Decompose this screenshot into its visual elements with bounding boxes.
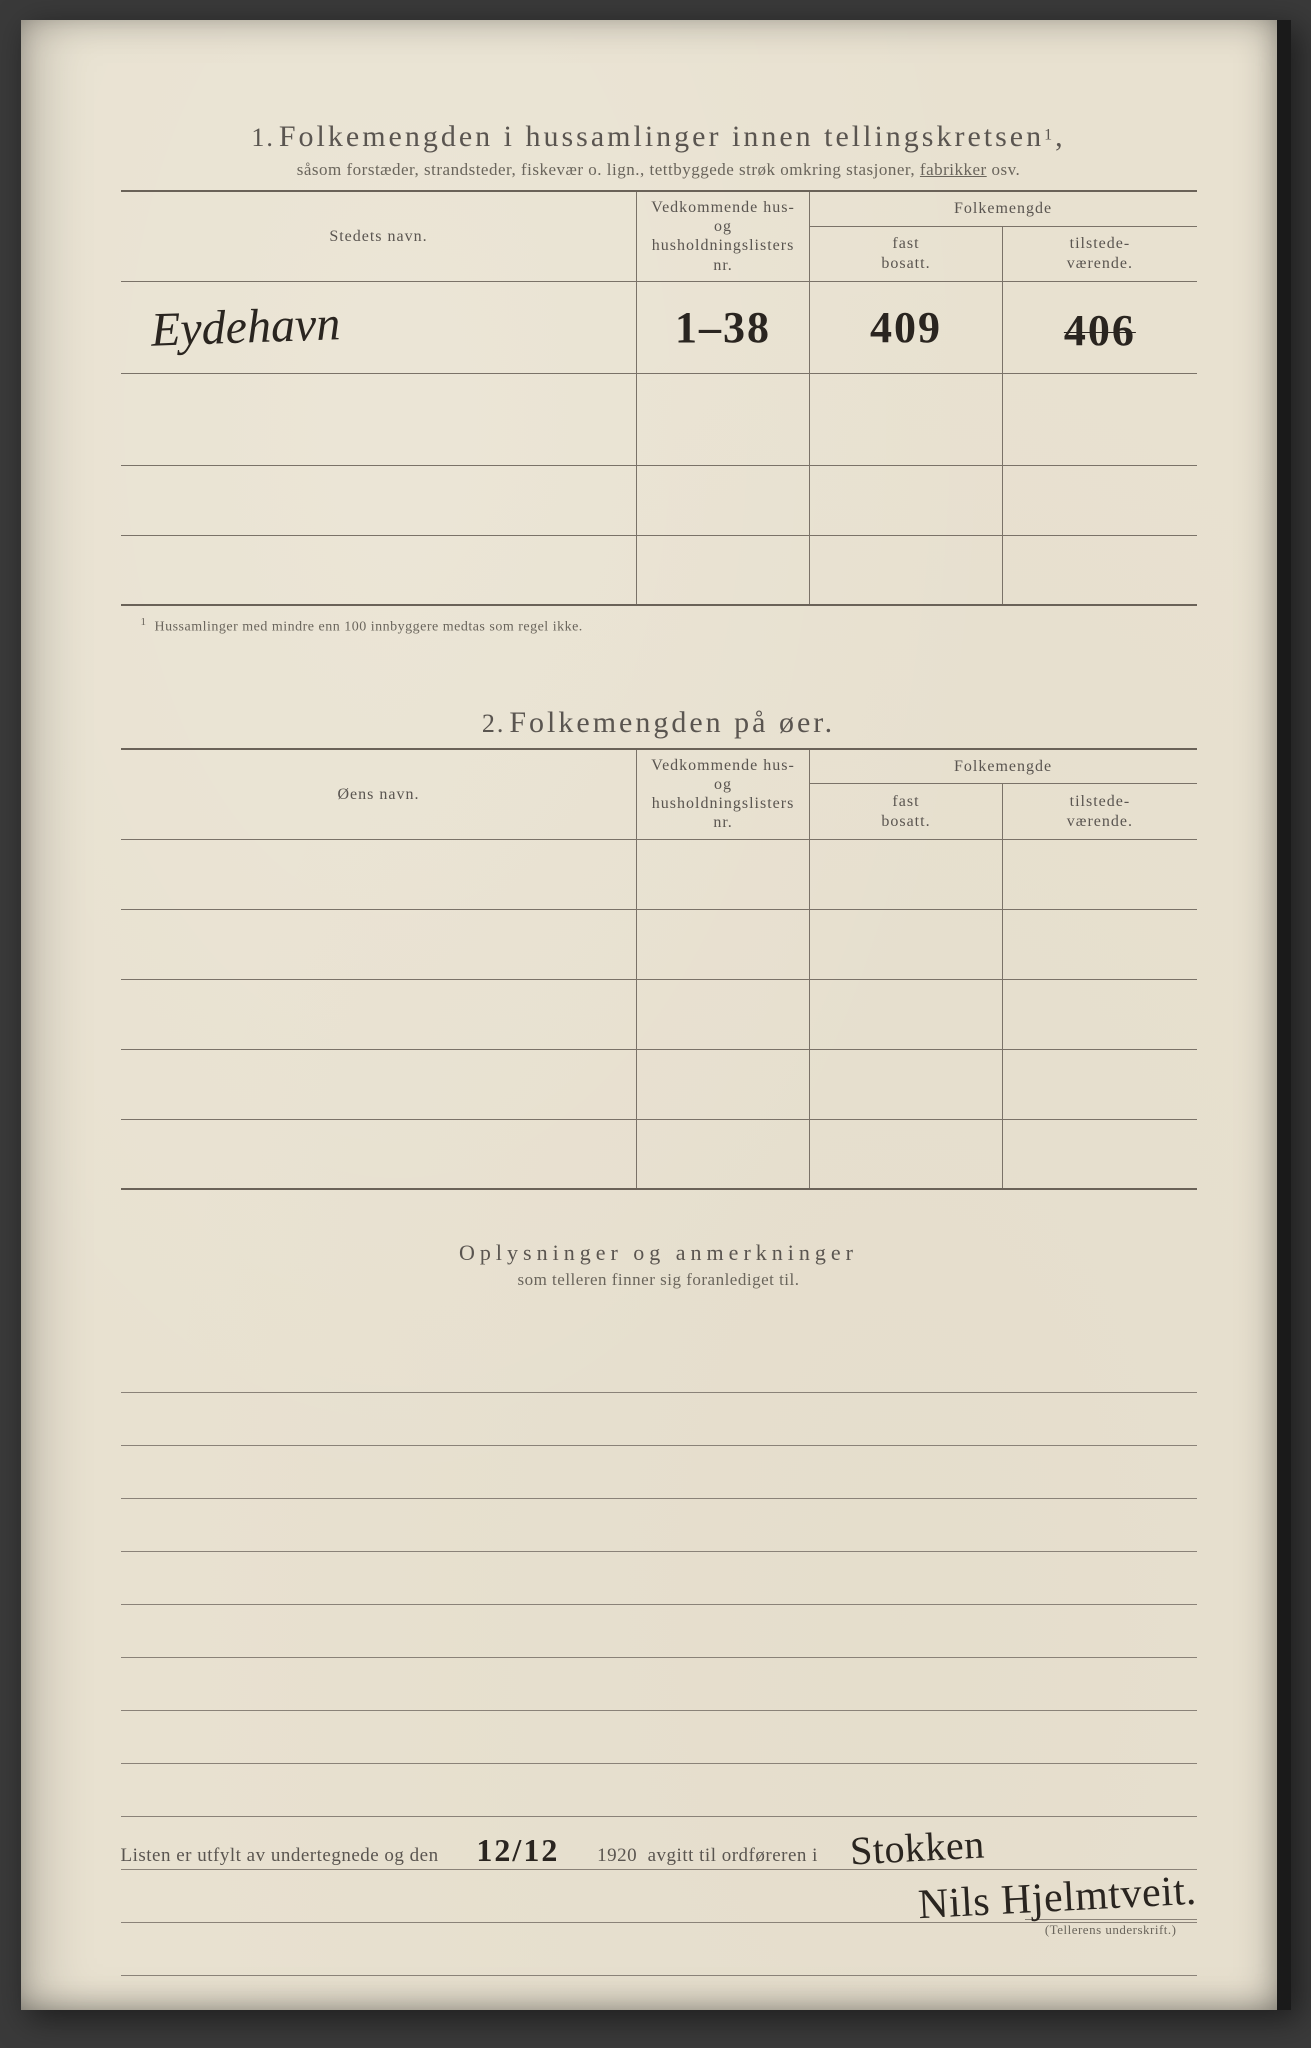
section1-table: Stedets navn. Vedkommende hus- og hushol… xyxy=(121,190,1197,606)
census-form-page: 1. Folkemengden i hussamlinger innen tel… xyxy=(21,20,1291,2010)
section1-number: 1. xyxy=(251,123,275,152)
table-row xyxy=(121,1119,1197,1189)
place-filled: Stokken xyxy=(849,1827,985,1870)
section2-number: 2. xyxy=(482,709,506,738)
section1-heading: Folkemengden i hussamlinger innen tellin… xyxy=(279,120,1044,153)
section1-super: 1 xyxy=(1044,127,1055,144)
tils-count: 406 xyxy=(1064,305,1136,356)
section1-subtitle: såsom forstæder, strandsteder, fiskevær … xyxy=(121,160,1197,180)
table-row xyxy=(121,535,1197,605)
section2-heading: Folkemengden på øer. xyxy=(509,706,835,739)
year: 1920 xyxy=(597,1845,637,1866)
col-folk: Folkemengde xyxy=(809,191,1196,226)
section2-title: 2. Folkemengden på øer. xyxy=(121,706,1197,740)
section1-title: 1. Folkemengden i hussamlinger innen tel… xyxy=(121,120,1197,154)
section2-body xyxy=(121,839,1197,1189)
col-tils: tilstede-værende. xyxy=(1003,784,1197,839)
bottom-attestation: Listen er utfylt av undertegnede og den … xyxy=(121,1830,1197,1940)
section3-title: Oplysninger og anmerkninger xyxy=(121,1240,1197,1266)
attestation-text-a: Listen er utfylt av undertegnede og den xyxy=(121,1845,439,1866)
section1-body: Eydehavn 1–38 409 406 xyxy=(121,281,1197,605)
col-list: Vedkommende hus- og husholdningslisters … xyxy=(637,191,809,281)
table-row xyxy=(121,373,1197,465)
col-fast: fastbosatt. xyxy=(809,784,1003,839)
col-name: Stedets navn. xyxy=(121,191,637,281)
attestation-text-b: avgitt til ordføreren i xyxy=(648,1845,818,1866)
table-row xyxy=(121,839,1197,909)
table-row xyxy=(121,1049,1197,1119)
table-row xyxy=(121,979,1197,1049)
list-range: 1–38 xyxy=(675,302,771,353)
place-name: Eydehavn xyxy=(120,296,341,359)
section1-comma: , xyxy=(1055,120,1066,153)
table-row xyxy=(121,909,1197,979)
section3-subtitle: som telleren finner sig foranlediget til… xyxy=(121,1270,1197,1290)
date-filled: 12/12 xyxy=(476,1832,559,1869)
col-tils: tilstede-værende. xyxy=(1003,226,1197,281)
table-row: Eydehavn 1–38 409 406 xyxy=(121,281,1197,373)
fast-count: 409 xyxy=(870,302,942,353)
section2-table: Øens navn. Vedkommende hus- og husholdni… xyxy=(121,748,1197,1190)
col-folk: Folkemengde xyxy=(809,749,1196,784)
table-row xyxy=(121,465,1197,535)
col-name: Øens navn. xyxy=(121,749,637,839)
signature-label: (Tellerens underskrift.) xyxy=(1025,1919,1197,1938)
section1-footnote: 1 Hussamlinger med mindre enn 100 innbyg… xyxy=(121,616,1197,636)
signature: Nils Hjelmtveit. xyxy=(917,1873,1197,1925)
col-list: Vedkommende hus- og husholdningslisters … xyxy=(637,749,809,839)
col-fast: fastbosatt. xyxy=(809,226,1003,281)
